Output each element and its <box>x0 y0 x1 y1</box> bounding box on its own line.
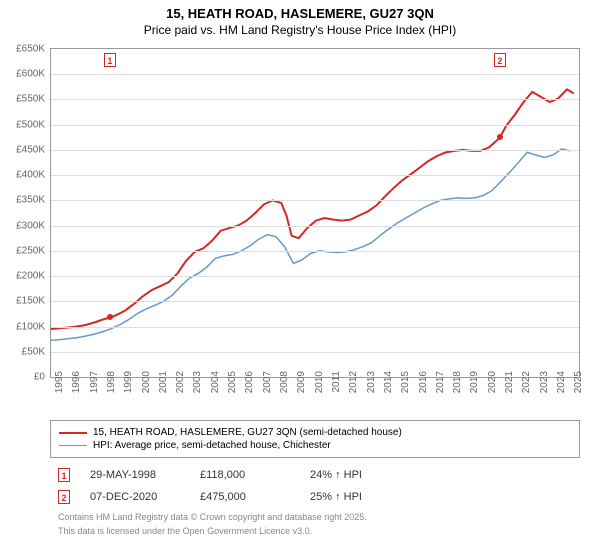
legend-row: 15, HEATH ROAD, HASLEMERE, GU27 3QN (sem… <box>59 426 571 439</box>
x-tick-label: 1997 <box>89 371 100 393</box>
x-tick-label: 2019 <box>469 371 480 393</box>
y-tick-label: £550K <box>5 94 45 105</box>
gridline <box>51 352 579 353</box>
y-tick-label: £400K <box>5 170 45 181</box>
x-tick-label: 2000 <box>141 371 152 393</box>
x-tick-label: 2024 <box>556 371 567 393</box>
legend-area: 15, HEATH ROAD, HASLEMERE, GU27 3QN (sem… <box>50 420 580 540</box>
gridline <box>51 327 579 328</box>
gridline <box>51 99 579 100</box>
x-tick-label: 2015 <box>400 371 411 393</box>
legend-row: HPI: Average price, semi-detached house,… <box>59 439 571 452</box>
x-tick-label: 2003 <box>192 371 203 393</box>
sale-diff: 25% ↑ HPI <box>310 491 400 503</box>
gridline <box>51 251 579 252</box>
chart-subtitle: Price paid vs. HM Land Registry's House … <box>0 23 600 37</box>
x-tick-label: 2009 <box>296 371 307 393</box>
sale-marker-label: 1 <box>58 468 70 482</box>
footer-license: This data is licensed under the Open Gov… <box>50 526 580 540</box>
gridline <box>51 276 579 277</box>
legend-label: 15, HEATH ROAD, HASLEMERE, GU27 3QN (sem… <box>93 427 402 438</box>
sale-price: £118,000 <box>200 469 290 481</box>
footer-copyright: Contains HM Land Registry data © Crown c… <box>50 508 580 526</box>
sale-date: 29-MAY-1998 <box>90 469 180 481</box>
x-tick-label: 2017 <box>435 371 446 393</box>
x-tick-label: 2001 <box>158 371 169 393</box>
sale-marker-label: 1 <box>104 53 116 67</box>
x-tick-label: 2020 <box>487 371 498 393</box>
gridline <box>51 74 579 75</box>
x-tick-label: 2025 <box>573 371 584 393</box>
x-tick-label: 1998 <box>106 371 117 393</box>
gridline <box>51 200 579 201</box>
y-tick-label: £650K <box>5 44 45 55</box>
legend-label: HPI: Average price, semi-detached house,… <box>93 440 331 451</box>
x-tick-label: 2016 <box>418 371 429 393</box>
x-tick-label: 1995 <box>54 371 65 393</box>
sale-price: £475,000 <box>200 491 290 503</box>
x-tick-label: 2002 <box>175 371 186 393</box>
sale-marker-dot <box>107 314 113 320</box>
y-tick-label: £250K <box>5 245 45 256</box>
y-tick-label: £300K <box>5 220 45 231</box>
chart-container: 15, HEATH ROAD, HASLEMERE, GU27 3QN Pric… <box>0 0 600 560</box>
y-tick-label: £500K <box>5 119 45 130</box>
chart-lines <box>51 49 579 377</box>
y-tick-label: £100K <box>5 321 45 332</box>
legend-swatch <box>59 432 87 434</box>
x-tick-label: 1999 <box>123 371 134 393</box>
y-tick-label: £200K <box>5 271 45 282</box>
x-tick-label: 2021 <box>504 371 515 393</box>
plot-area: £0£50K£100K£150K£200K£250K£300K£350K£400… <box>50 48 580 378</box>
legend-swatch <box>59 445 87 446</box>
x-tick-label: 2007 <box>262 371 273 393</box>
legend-box: 15, HEATH ROAD, HASLEMERE, GU27 3QN (sem… <box>50 420 580 458</box>
x-tick-label: 2011 <box>331 371 342 393</box>
sales-info: 1 29-MAY-1998 £118,000 24% ↑ HPI 2 07-DEC-202… <box>50 464 580 508</box>
y-tick-label: £600K <box>5 69 45 80</box>
sale-marker-label: 2 <box>494 53 506 67</box>
gridline <box>51 301 579 302</box>
series-line <box>51 149 570 340</box>
gridline <box>51 150 579 151</box>
x-tick-label: 2022 <box>521 371 532 393</box>
sale-marker-dot <box>497 134 503 140</box>
x-tick-label: 2013 <box>366 371 377 393</box>
sale-info-row: 1 29-MAY-1998 £118,000 24% ↑ HPI <box>50 464 580 486</box>
x-tick-label: 2004 <box>210 371 221 393</box>
chart-title: 15, HEATH ROAD, HASLEMERE, GU27 3QN <box>0 0 600 23</box>
x-tick-label: 1996 <box>71 371 82 393</box>
y-tick-label: £150K <box>5 296 45 307</box>
x-tick-label: 2023 <box>539 371 550 393</box>
sale-date: 07-DEC-2020 <box>90 491 180 503</box>
x-tick-label: 2008 <box>279 371 290 393</box>
x-tick-label: 2018 <box>452 371 463 393</box>
gridline <box>51 226 579 227</box>
gridline <box>51 125 579 126</box>
y-tick-label: £350K <box>5 195 45 206</box>
x-tick-label: 2014 <box>383 371 394 393</box>
x-tick-label: 2010 <box>314 371 325 393</box>
y-tick-label: £450K <box>5 144 45 155</box>
gridline <box>51 175 579 176</box>
x-tick-label: 2012 <box>348 371 359 393</box>
sale-marker-label: 2 <box>58 490 70 504</box>
x-tick-label: 2006 <box>244 371 255 393</box>
x-tick-label: 2005 <box>227 371 238 393</box>
sale-info-row: 2 07-DEC-2020 £475,000 25% ↑ HPI <box>50 486 580 508</box>
y-tick-label: £50K <box>5 346 45 357</box>
y-tick-label: £0 <box>5 372 45 383</box>
sale-diff: 24% ↑ HPI <box>310 469 400 481</box>
